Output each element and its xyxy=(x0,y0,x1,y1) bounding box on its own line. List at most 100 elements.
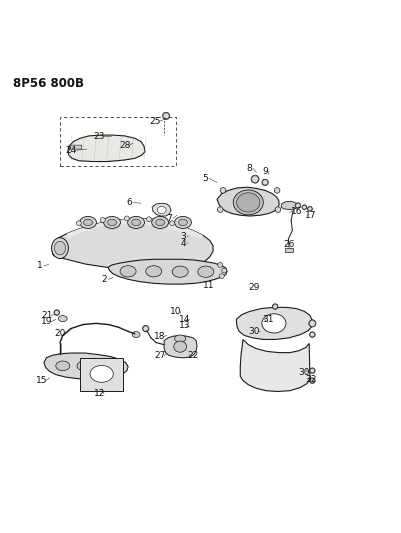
Ellipse shape xyxy=(233,190,263,215)
Circle shape xyxy=(309,368,314,374)
Text: 6: 6 xyxy=(126,198,132,207)
Text: 2: 2 xyxy=(101,275,107,284)
Polygon shape xyxy=(108,259,227,284)
Text: 11: 11 xyxy=(203,281,214,290)
Circle shape xyxy=(309,332,314,337)
Circle shape xyxy=(274,207,280,213)
Ellipse shape xyxy=(98,361,112,370)
Ellipse shape xyxy=(178,219,187,225)
Ellipse shape xyxy=(51,238,68,259)
Text: 31: 31 xyxy=(262,315,273,324)
Polygon shape xyxy=(152,203,170,216)
Circle shape xyxy=(271,304,277,309)
Ellipse shape xyxy=(77,361,91,370)
Circle shape xyxy=(251,175,258,183)
Ellipse shape xyxy=(172,266,188,277)
Polygon shape xyxy=(280,201,296,209)
Ellipse shape xyxy=(197,266,213,277)
Circle shape xyxy=(217,207,223,213)
Ellipse shape xyxy=(173,341,186,352)
Text: 29: 29 xyxy=(247,283,259,292)
Ellipse shape xyxy=(155,219,164,225)
Text: 17: 17 xyxy=(305,211,316,220)
Text: 5: 5 xyxy=(202,174,207,183)
Ellipse shape xyxy=(79,216,96,229)
Text: 13: 13 xyxy=(179,321,190,330)
Circle shape xyxy=(100,217,105,222)
Bar xyxy=(60,117,176,166)
Text: 30: 30 xyxy=(298,368,309,377)
Circle shape xyxy=(142,325,148,332)
Text: 18: 18 xyxy=(154,332,166,341)
Circle shape xyxy=(308,320,315,327)
Ellipse shape xyxy=(132,219,140,225)
Circle shape xyxy=(309,378,314,383)
Ellipse shape xyxy=(56,361,70,370)
Text: 8: 8 xyxy=(245,164,251,173)
Bar xyxy=(284,248,292,253)
Text: 20: 20 xyxy=(54,329,65,338)
Circle shape xyxy=(169,221,174,225)
Ellipse shape xyxy=(132,332,140,337)
Polygon shape xyxy=(240,340,309,392)
Text: 19: 19 xyxy=(41,317,53,326)
Text: 9: 9 xyxy=(261,167,267,176)
Polygon shape xyxy=(164,335,196,358)
Text: 23: 23 xyxy=(93,132,104,141)
Circle shape xyxy=(261,179,267,185)
Ellipse shape xyxy=(151,216,168,229)
Ellipse shape xyxy=(107,219,116,225)
Ellipse shape xyxy=(261,314,285,333)
Text: 26: 26 xyxy=(283,240,294,249)
Circle shape xyxy=(124,216,129,221)
Circle shape xyxy=(76,221,81,225)
Text: 25: 25 xyxy=(149,117,160,126)
Ellipse shape xyxy=(236,193,259,212)
Ellipse shape xyxy=(103,216,120,229)
Text: 4: 4 xyxy=(180,239,185,248)
Text: 22: 22 xyxy=(187,351,198,360)
Circle shape xyxy=(220,188,225,193)
Polygon shape xyxy=(68,135,144,161)
Text: 27: 27 xyxy=(154,351,166,360)
Circle shape xyxy=(273,188,279,193)
Text: 32: 32 xyxy=(305,375,316,384)
Circle shape xyxy=(146,217,151,222)
Text: 3: 3 xyxy=(180,232,185,241)
Ellipse shape xyxy=(145,265,161,277)
Circle shape xyxy=(221,268,226,273)
Text: 7: 7 xyxy=(166,214,171,223)
Text: 8P56 800B: 8P56 800B xyxy=(13,77,83,91)
Polygon shape xyxy=(52,219,213,271)
Polygon shape xyxy=(236,308,312,340)
Ellipse shape xyxy=(83,219,92,225)
Text: 15: 15 xyxy=(36,376,47,385)
Ellipse shape xyxy=(54,241,65,255)
Bar xyxy=(80,358,123,391)
Polygon shape xyxy=(67,219,203,238)
Ellipse shape xyxy=(174,216,191,229)
Ellipse shape xyxy=(157,206,166,214)
Polygon shape xyxy=(44,353,128,379)
Circle shape xyxy=(219,274,224,279)
Polygon shape xyxy=(69,145,81,149)
Circle shape xyxy=(301,205,306,209)
Text: 24: 24 xyxy=(65,146,76,155)
Text: 30: 30 xyxy=(247,327,259,336)
Ellipse shape xyxy=(58,316,67,321)
Text: 10: 10 xyxy=(170,307,182,316)
Ellipse shape xyxy=(90,366,113,382)
Text: 14: 14 xyxy=(179,315,190,324)
Ellipse shape xyxy=(174,335,185,342)
Ellipse shape xyxy=(128,216,144,229)
Circle shape xyxy=(162,112,169,119)
Text: 16: 16 xyxy=(291,207,302,216)
Circle shape xyxy=(294,203,300,208)
Circle shape xyxy=(54,310,59,316)
Text: 12: 12 xyxy=(94,390,105,398)
Ellipse shape xyxy=(120,265,136,277)
Text: 28: 28 xyxy=(119,141,130,150)
Text: 1: 1 xyxy=(37,261,43,270)
Circle shape xyxy=(307,206,312,211)
Polygon shape xyxy=(217,187,278,216)
